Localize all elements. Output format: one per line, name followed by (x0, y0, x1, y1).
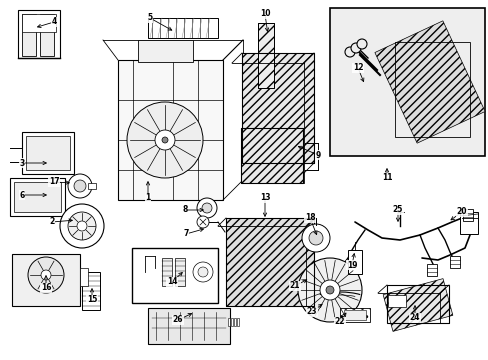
Bar (230, 318, 232, 326)
Text: 11: 11 (381, 174, 391, 183)
Bar (225, 218, 313, 306)
Bar (394, 42, 469, 137)
Text: 7: 7 (183, 230, 188, 238)
Bar (22, 132, 74, 174)
Bar (175, 258, 184, 286)
Text: 21: 21 (289, 282, 300, 291)
Bar (258, 22, 273, 87)
Circle shape (302, 224, 329, 252)
Text: 25: 25 (392, 206, 403, 215)
Text: 9: 9 (315, 150, 320, 159)
Text: 3: 3 (20, 158, 24, 167)
Bar (12, 254, 80, 306)
Circle shape (319, 280, 339, 300)
Circle shape (77, 221, 87, 231)
Text: 15: 15 (87, 296, 97, 305)
Circle shape (60, 204, 104, 248)
Bar (88, 183, 96, 189)
Bar (462, 209, 472, 221)
Circle shape (41, 270, 51, 280)
Text: 24: 24 (409, 314, 419, 323)
Text: 4: 4 (51, 18, 57, 27)
Circle shape (197, 216, 208, 228)
Bar (383, 279, 452, 331)
Bar (18, 10, 60, 58)
Circle shape (74, 180, 86, 192)
Text: 18: 18 (304, 213, 315, 222)
Bar (374, 21, 484, 143)
Circle shape (155, 130, 175, 150)
Circle shape (162, 137, 168, 143)
Text: 22: 22 (334, 318, 345, 327)
Bar (138, 40, 193, 62)
Bar (162, 258, 172, 286)
Circle shape (198, 267, 207, 277)
Text: 20: 20 (456, 207, 467, 216)
Bar (241, 128, 303, 183)
Text: 14: 14 (166, 278, 177, 287)
Circle shape (297, 258, 361, 322)
Bar (22, 14, 36, 56)
Text: 2: 2 (49, 217, 55, 226)
Bar (387, 295, 405, 307)
Bar (386, 285, 448, 323)
Text: 12: 12 (352, 63, 363, 72)
Bar (148, 308, 229, 344)
Text: 17: 17 (49, 177, 59, 186)
Text: 26: 26 (172, 315, 183, 324)
Bar (82, 272, 100, 310)
Bar (227, 318, 229, 326)
Bar (242, 53, 313, 163)
Bar (347, 250, 361, 274)
Circle shape (127, 102, 203, 178)
Text: 1: 1 (145, 194, 150, 202)
Bar (40, 14, 54, 56)
Circle shape (202, 203, 212, 213)
Text: 23: 23 (306, 307, 317, 316)
Bar (343, 310, 365, 320)
Bar (80, 268, 88, 286)
Text: 16: 16 (41, 284, 51, 292)
Text: 8: 8 (182, 206, 187, 215)
Circle shape (28, 257, 64, 293)
Bar (132, 248, 218, 303)
Circle shape (356, 39, 366, 49)
Text: 5: 5 (147, 13, 152, 22)
Bar (14, 182, 61, 212)
Bar (118, 60, 223, 200)
Bar (237, 318, 239, 326)
Bar (258, 23, 273, 88)
Bar (329, 8, 484, 156)
Bar (241, 127, 303, 183)
Text: 19: 19 (346, 261, 357, 270)
Bar (22, 14, 56, 32)
Circle shape (345, 47, 354, 57)
Bar (449, 256, 459, 268)
Bar (225, 218, 313, 306)
Circle shape (308, 231, 323, 245)
Circle shape (325, 286, 333, 294)
Bar (148, 18, 218, 38)
Text: 6: 6 (20, 190, 24, 199)
Bar (26, 136, 70, 170)
Bar (234, 318, 236, 326)
Circle shape (68, 174, 92, 198)
Bar (459, 212, 477, 234)
Text: 10: 10 (259, 9, 270, 18)
Circle shape (197, 198, 217, 218)
Bar (426, 264, 436, 276)
Bar (242, 53, 313, 163)
Text: 13: 13 (259, 194, 270, 202)
Circle shape (68, 212, 96, 240)
Circle shape (350, 43, 360, 53)
Bar (10, 178, 65, 216)
Bar (339, 308, 369, 322)
